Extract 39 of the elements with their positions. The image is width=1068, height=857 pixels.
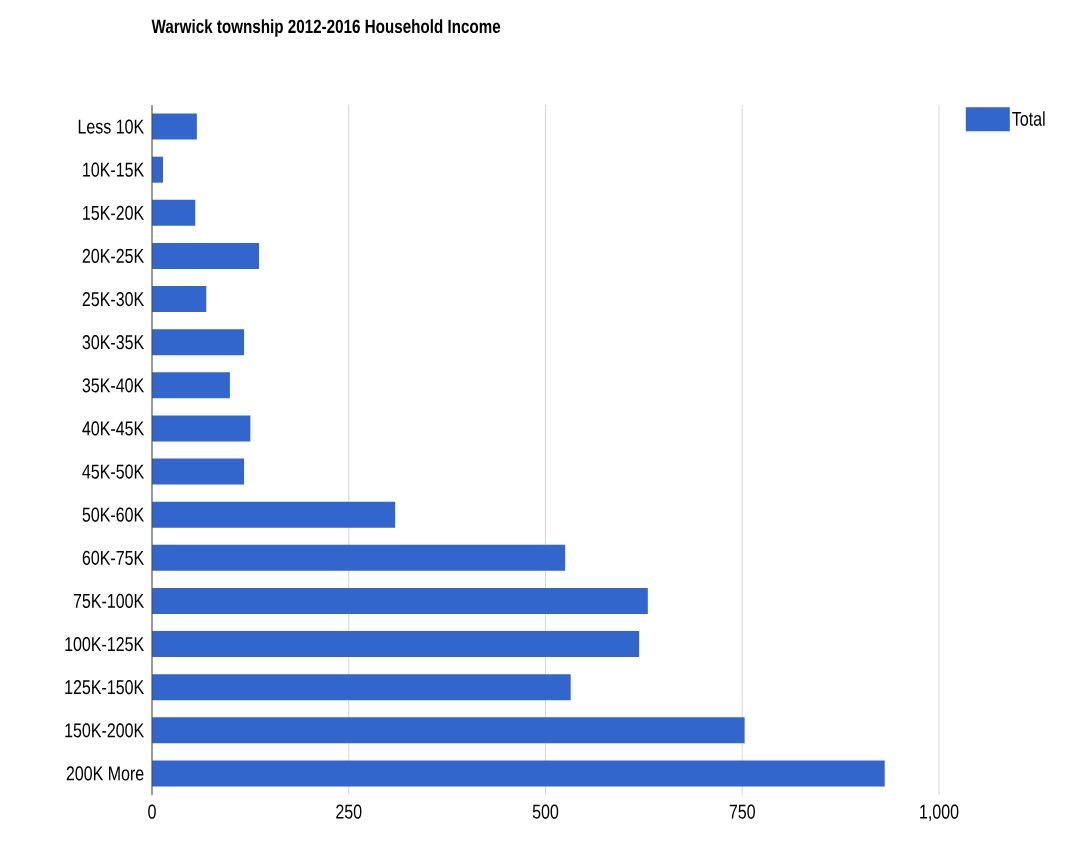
bar (152, 199, 196, 226)
y-tick-label: 150K-200K (65, 723, 145, 738)
x-tick-label: 1,000 (920, 804, 959, 822)
y-tick-label: 200K More (66, 766, 144, 781)
x-tick-label: 750 (729, 804, 755, 819)
y-tick-label: 100K-125K (65, 637, 145, 652)
bar (152, 544, 566, 571)
y-tick-label: 75K-100K (73, 593, 145, 609)
y-tick-label: 40K-45K (82, 421, 145, 436)
bar (152, 113, 197, 140)
y-tick-label: 60K-75K (82, 550, 145, 565)
x-tick-label: 0 (148, 804, 156, 819)
y-tick-label: Less 10K (78, 119, 144, 134)
bar (152, 242, 260, 269)
y-tick-label: 45K-50K (82, 464, 145, 479)
x-tick-label: 250 (336, 804, 362, 819)
chart-title: Warwick township 2012-2016 Household Income (151, 19, 501, 37)
bar (152, 674, 571, 701)
y-tick-label: 15K-20K (83, 205, 145, 220)
y-tick-label: 35K-40K (82, 378, 145, 393)
bar (152, 329, 245, 356)
bar (152, 631, 640, 658)
y-tick-label: 10K-15K (83, 162, 145, 177)
bar (152, 501, 396, 528)
x-tick-label: 500 (532, 804, 559, 819)
bar (152, 286, 207, 313)
bar (152, 156, 164, 183)
bar (152, 587, 648, 614)
y-tick-label: 50K-60K (82, 507, 145, 522)
bar (152, 717, 745, 744)
y-tick-label: 30K-35K (82, 335, 145, 350)
bar (152, 458, 245, 485)
y-tick-label: 125K-150K (65, 680, 145, 695)
y-tick-label: 25K-30K (82, 291, 145, 307)
bar (152, 415, 251, 442)
y-tick-label: 20K-25K (82, 248, 145, 264)
bar (152, 372, 230, 399)
bar (152, 760, 885, 787)
legend-label: Total (1012, 111, 1045, 126)
